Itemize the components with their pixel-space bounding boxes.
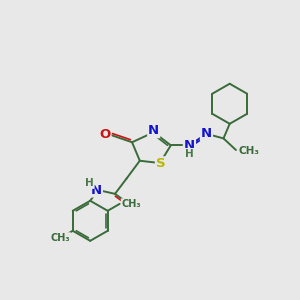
Text: N: N — [184, 139, 195, 152]
Text: N: N — [201, 127, 212, 140]
Text: O: O — [128, 198, 139, 211]
Text: N: N — [148, 124, 159, 137]
Text: CH₃: CH₃ — [238, 146, 259, 156]
Text: H: H — [185, 149, 194, 159]
Text: CH₃: CH₃ — [51, 233, 70, 243]
Text: O: O — [99, 128, 110, 141]
Text: H: H — [85, 178, 94, 188]
Text: N: N — [91, 184, 102, 196]
Text: S: S — [156, 157, 166, 170]
Text: CH₃: CH₃ — [121, 199, 141, 209]
